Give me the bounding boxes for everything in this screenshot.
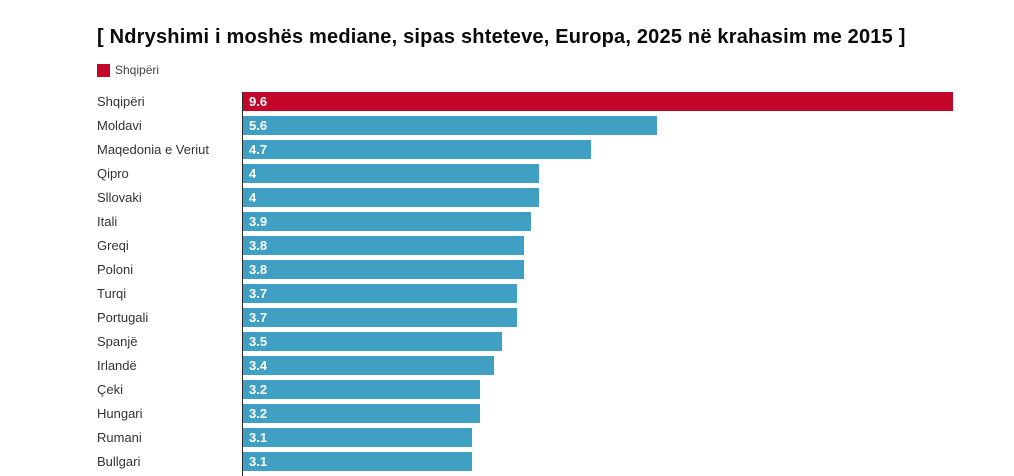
bar: 3.8 [243, 236, 525, 255]
chart-title: [ Ndryshimi i moshës mediane, sipas shte… [97, 26, 906, 48]
bar-chart: Shqipëri 9.6 Moldavi 5.6 Maqedonia e Ver… [97, 92, 1014, 476]
bar-track: 3.7 [243, 308, 953, 327]
chart-row: Itali 3.9 [97, 212, 1014, 231]
bar: 3.2 [243, 404, 480, 423]
legend: Shqipëri [97, 63, 159, 77]
bar-track: 4 [243, 188, 953, 207]
bar-value-label: 9.6 [249, 94, 268, 109]
bar-value-label: 3.2 [249, 406, 268, 421]
chart-row: Bullgari 3.1 [97, 452, 1014, 471]
category-label: Itali [97, 214, 118, 229]
category-label: Rumani [97, 430, 142, 445]
category-label: Shqipëri [97, 94, 145, 109]
bar-track: 5.6 [243, 116, 953, 135]
chart-row: Moldavi 5.6 [97, 116, 1014, 135]
bar-value-label: 3.9 [249, 214, 268, 229]
category-label: Qipro [97, 166, 129, 181]
category-label: Spanjë [97, 334, 138, 349]
category-label: Maqedonia e Veriut [97, 142, 210, 157]
bar: 4 [243, 188, 539, 207]
bar: 3.7 [243, 284, 517, 303]
bar-track: 3.8 [243, 236, 953, 255]
bar-value-label: 5.6 [249, 118, 268, 133]
bar-track: 3.2 [243, 404, 953, 423]
bar-track: 3.2 [243, 380, 953, 399]
chart-row: Rumani 3.1 [97, 428, 1014, 447]
bar-track: 4.7 [243, 140, 953, 159]
bar-track: 3.4 [243, 356, 953, 375]
bar: 4 [243, 164, 539, 183]
y-axis-line [242, 92, 243, 476]
bar-value-label: 4 [249, 166, 257, 181]
bar-value-label: 3.8 [249, 238, 268, 253]
category-label: Bullgari [97, 454, 141, 469]
bar: 9.6 [243, 92, 953, 111]
bar: 3.7 [243, 308, 517, 327]
chart-row: Spanjë 3.5 [97, 332, 1014, 351]
bar-value-label: 3.2 [249, 382, 268, 397]
chart-row: Turqi 3.7 [97, 284, 1014, 303]
chart-row: Hungari 3.2 [97, 404, 1014, 423]
chart-row: Greqi 3.8 [97, 236, 1014, 255]
legend-label: Shqipëri [115, 63, 160, 77]
bar-value-label: 3.7 [249, 286, 268, 301]
bar: 3.8 [243, 260, 525, 279]
category-label: Çeki [97, 382, 124, 397]
bar: 5.6 [243, 116, 658, 135]
bar-value-label: 4.7 [249, 142, 268, 157]
chart-rows: Shqipëri 9.6 Moldavi 5.6 Maqedonia e Ver… [97, 92, 1014, 471]
bar-value-label: 3.4 [249, 358, 268, 373]
bar: 3.2 [243, 380, 480, 399]
bar-track: 3.5 [243, 332, 953, 351]
category-label: Sllovaki [97, 190, 142, 205]
bar: 3.5 [243, 332, 502, 351]
bar-track: 3.1 [243, 428, 953, 447]
bar-track: 9.6 [243, 92, 953, 111]
legend-swatch-icon [97, 63, 110, 77]
bar: 3.4 [243, 356, 495, 375]
chart-row: Qipro 4 [97, 164, 1014, 183]
category-label: Moldavi [97, 118, 142, 133]
chart-row: Poloni 3.8 [97, 260, 1014, 279]
bar-value-label: 3.1 [249, 454, 268, 469]
bar-track: 3.9 [243, 212, 953, 231]
bar-track: 3.7 [243, 284, 953, 303]
bar-value-label: 3.5 [249, 334, 268, 349]
chart-row: Maqedonia e Veriut 4.7 [97, 140, 1014, 159]
category-label: Poloni [97, 262, 134, 277]
bar-value-label: 3.8 [249, 262, 268, 277]
chart-row: Sllovaki 4 [97, 188, 1014, 207]
bar-value-label: 3.1 [249, 430, 268, 445]
bar-value-label: 4 [249, 190, 257, 205]
category-label: Turqi [97, 286, 127, 301]
bar: 4.7 [243, 140, 591, 159]
category-label: Portugali [97, 310, 149, 325]
category-label: Greqi [97, 238, 129, 253]
chart-row: Irlandë 3.4 [97, 356, 1014, 375]
bar: 3.1 [243, 428, 473, 447]
chart-row: Çeki 3.2 [97, 380, 1014, 399]
bar: 3.9 [243, 212, 532, 231]
category-label: Irlandë [97, 358, 137, 373]
category-label: Hungari [97, 406, 143, 421]
bar-track: 3.1 [243, 452, 953, 471]
chart-row: Shqipëri 9.6 [97, 92, 1014, 111]
chart-row: Portugali 3.7 [97, 308, 1014, 327]
bar: 3.1 [243, 452, 473, 471]
bar-track: 3.8 [243, 260, 953, 279]
bar-track: 4 [243, 164, 953, 183]
bar-value-label: 3.7 [249, 310, 268, 325]
